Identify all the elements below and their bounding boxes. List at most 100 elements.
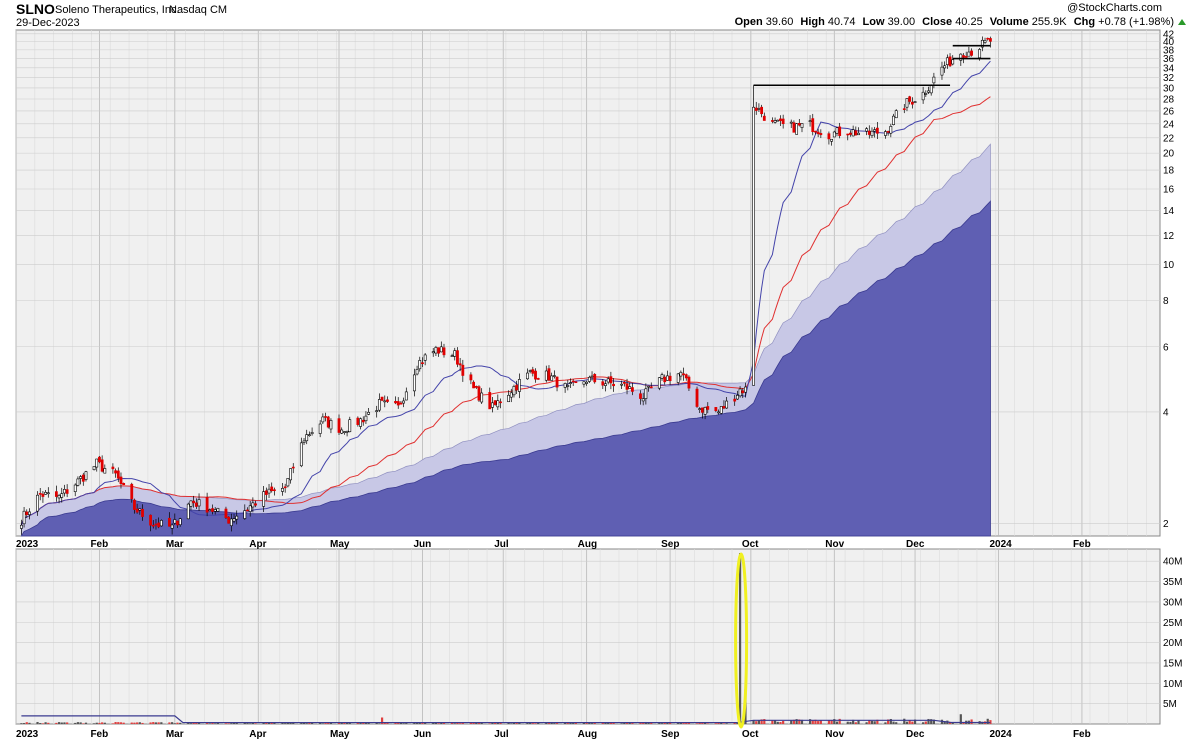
candle-body bbox=[625, 383, 629, 390]
volume-bar bbox=[526, 722, 529, 724]
volume-bar bbox=[82, 723, 85, 724]
candle-body bbox=[423, 354, 427, 361]
candle-body bbox=[948, 56, 952, 67]
candle-body bbox=[273, 489, 276, 492]
candle-body bbox=[267, 488, 271, 494]
volume-bar bbox=[601, 722, 604, 724]
x-tick-label: Feb bbox=[90, 729, 108, 740]
y-tick-label: 32 bbox=[1163, 73, 1175, 84]
candle-body bbox=[54, 491, 58, 497]
candle-body bbox=[46, 492, 50, 495]
volume-bar bbox=[216, 722, 219, 724]
volume-bar bbox=[20, 723, 23, 724]
volume-bar bbox=[908, 720, 911, 724]
volume-bar bbox=[695, 723, 699, 724]
volume-bar bbox=[179, 722, 182, 724]
volume-bar bbox=[913, 719, 917, 724]
y-tick-label: 30M bbox=[1163, 597, 1182, 608]
volume-bar bbox=[795, 719, 798, 724]
volume-bar bbox=[74, 722, 77, 724]
volume-bar bbox=[555, 723, 559, 724]
x-tick-label: Feb bbox=[1073, 729, 1091, 740]
chart-date: 29-Dec-2023 bbox=[16, 17, 80, 29]
candle-body bbox=[248, 505, 252, 512]
candle-body bbox=[795, 123, 799, 135]
candle-body bbox=[945, 57, 949, 65]
candle-body bbox=[305, 434, 309, 442]
candle-body bbox=[356, 417, 360, 425]
y-tick-label: 35M bbox=[1163, 577, 1182, 588]
volume-bar bbox=[136, 722, 139, 724]
volume-bar bbox=[553, 723, 556, 724]
candle-body bbox=[536, 378, 540, 380]
candle-body bbox=[243, 510, 247, 519]
y-tick-label: 25M bbox=[1163, 618, 1182, 629]
volume-bar bbox=[235, 722, 238, 724]
volume-bar bbox=[529, 722, 532, 724]
volume-bar bbox=[779, 722, 782, 724]
candle-body bbox=[402, 400, 406, 404]
candle-body bbox=[905, 98, 909, 108]
volume-bar bbox=[66, 722, 69, 724]
volume-bar bbox=[930, 719, 933, 724]
high-label: High bbox=[800, 16, 825, 28]
volume-bar bbox=[911, 721, 914, 724]
candle-body bbox=[703, 407, 707, 415]
candle-body bbox=[593, 373, 597, 383]
candle-body bbox=[628, 386, 632, 389]
volume-bar bbox=[738, 553, 742, 724]
candle-body bbox=[456, 350, 459, 365]
candle-body bbox=[224, 508, 228, 518]
y-tick-label: 40 bbox=[1163, 37, 1175, 48]
candle-body bbox=[289, 468, 292, 481]
candle-body bbox=[663, 376, 667, 383]
volume-bar bbox=[477, 722, 481, 724]
candle-body bbox=[762, 115, 766, 121]
candle-body bbox=[910, 101, 914, 105]
candle-body bbox=[870, 130, 874, 137]
volume-ma-line bbox=[21, 715, 991, 724]
candle-body bbox=[959, 53, 963, 61]
candle-body bbox=[154, 523, 158, 526]
candle-body bbox=[644, 388, 648, 399]
y-tick-label: 40M bbox=[1163, 557, 1182, 568]
candle-body bbox=[345, 430, 349, 433]
volume-bar bbox=[246, 723, 249, 724]
candle-body bbox=[550, 375, 554, 381]
volume-bar bbox=[903, 718, 906, 724]
candle-body bbox=[854, 130, 858, 136]
candle-body bbox=[647, 385, 650, 388]
candle-body bbox=[496, 400, 500, 408]
volume-bar bbox=[782, 720, 785, 724]
volume-bar bbox=[819, 720, 822, 724]
candle-body bbox=[197, 499, 201, 507]
candle-body bbox=[604, 383, 607, 386]
volume-bar bbox=[195, 722, 198, 724]
candle-body bbox=[176, 520, 179, 526]
volume-bar bbox=[868, 720, 871, 724]
candle-body bbox=[103, 468, 107, 474]
candle-body bbox=[399, 402, 403, 405]
volume-bar bbox=[650, 722, 653, 724]
volume-value: 255.9K bbox=[1031, 16, 1067, 28]
volume-bar bbox=[480, 722, 483, 724]
volume-bar bbox=[39, 723, 42, 724]
volume-bar bbox=[951, 722, 954, 724]
candle-body bbox=[921, 91, 925, 101]
volume-bar bbox=[101, 722, 104, 724]
volume-bar bbox=[590, 723, 594, 724]
volume-bar bbox=[830, 720, 833, 724]
candle-body bbox=[469, 374, 473, 381]
candle-body bbox=[383, 400, 387, 403]
candle-body bbox=[676, 373, 680, 383]
volume-bar bbox=[122, 722, 125, 724]
candle-body bbox=[811, 118, 815, 133]
volume-bar bbox=[639, 722, 642, 724]
x-tick-label: Oct bbox=[742, 729, 759, 740]
volume-bar bbox=[534, 723, 537, 724]
candle-body bbox=[989, 38, 992, 42]
candle-body bbox=[474, 386, 478, 388]
volume-bar bbox=[889, 718, 892, 724]
volume-bar bbox=[932, 719, 935, 724]
volume-bar bbox=[114, 722, 117, 724]
